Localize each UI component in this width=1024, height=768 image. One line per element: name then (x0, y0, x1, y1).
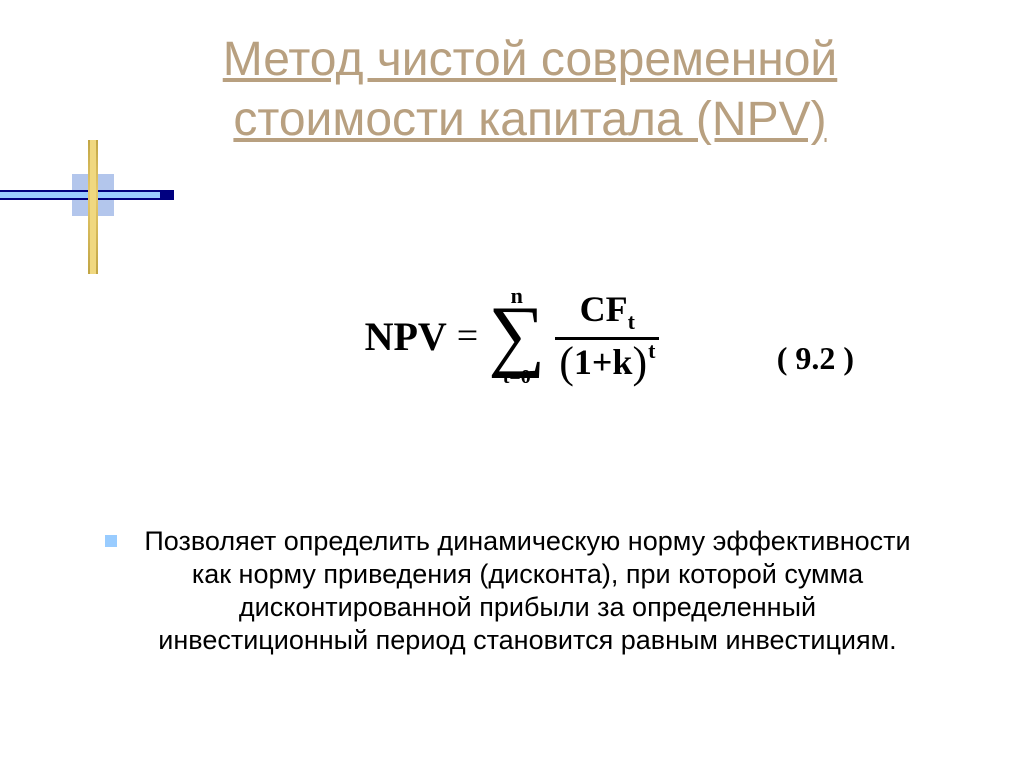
body-block: Позволяет определить динамическую норму … (105, 525, 920, 657)
right-paren: ) (632, 344, 647, 381)
left-paren: ( (559, 344, 574, 381)
fraction-numerator: CFt (574, 291, 641, 337)
numerator-subscript: t (628, 309, 635, 334)
decorative-vbar-inner (90, 140, 96, 274)
slide: Метод чистой современной стоимости капит… (0, 0, 1024, 768)
bullet-icon (105, 535, 117, 547)
sigma-block: n ∑ t=0 (488, 285, 545, 387)
body-text: Позволяет определить динамическую норму … (135, 525, 920, 657)
denominator-exponent: t (648, 340, 655, 362)
fraction-denominator: (1+k)t (555, 340, 659, 381)
sigma-symbol: ∑ (488, 305, 545, 365)
formula-lhs: NPV (365, 313, 447, 360)
formula-block: NPV = n ∑ t=0 CFt (1+k)t (0, 285, 1024, 387)
equation-number: ( 9.2 ) (777, 340, 854, 377)
sigma-lower: t=0 (503, 367, 531, 387)
slide-title: Метод чистой современной стоимости капит… (120, 30, 940, 150)
decorative-hbar-inner (0, 192, 160, 198)
fraction: CFt (1+k)t (555, 291, 659, 382)
denominator-inner: 1+k (574, 344, 633, 380)
numerator-base: CF (580, 289, 628, 329)
equals-sign: = (457, 314, 478, 358)
